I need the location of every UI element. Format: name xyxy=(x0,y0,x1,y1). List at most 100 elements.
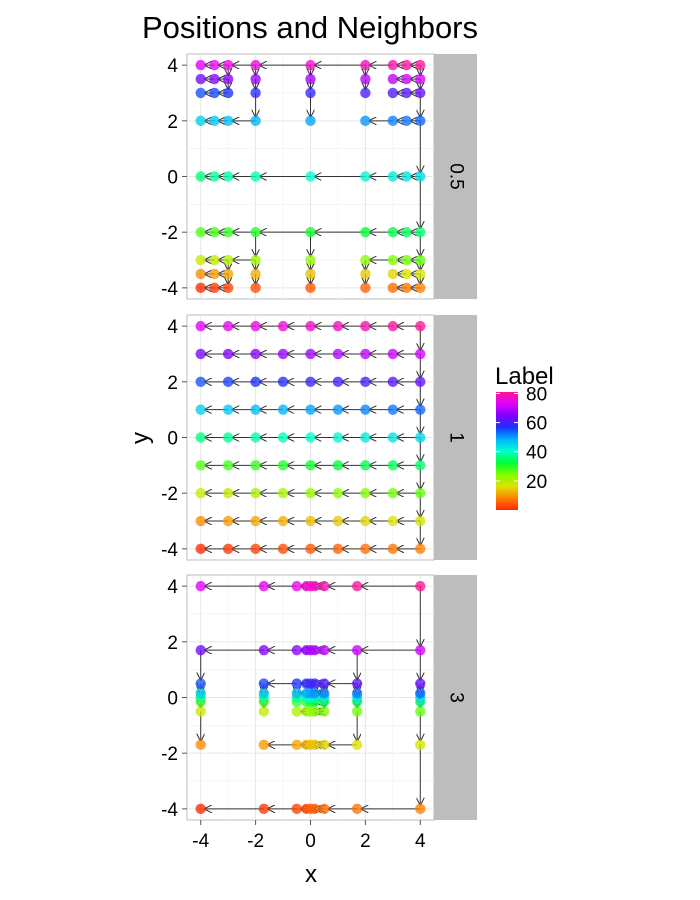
data-point xyxy=(291,739,302,751)
data-point xyxy=(195,73,206,85)
data-point xyxy=(401,171,412,182)
data-point xyxy=(209,282,220,294)
data-point xyxy=(222,376,234,388)
chart-title: Positions and Neighbors xyxy=(142,10,478,45)
data-point xyxy=(360,226,371,238)
data-point xyxy=(195,348,206,360)
y-tick-label: 2 xyxy=(167,112,178,133)
data-point xyxy=(415,678,426,689)
data-point xyxy=(309,644,320,656)
data-point xyxy=(387,543,399,555)
data-point xyxy=(222,432,234,443)
data-point xyxy=(195,706,206,717)
y-tick-label: 4 xyxy=(167,317,178,338)
data-point xyxy=(305,226,316,238)
data-point xyxy=(360,487,371,499)
data-point xyxy=(305,376,316,388)
data-point xyxy=(291,688,302,699)
facet-panel: 1 -4 -2 0 2 4 xyxy=(161,314,477,561)
data-point xyxy=(360,404,371,415)
data-point xyxy=(250,87,261,99)
data-point xyxy=(305,268,316,280)
data-point xyxy=(387,404,399,415)
data-point xyxy=(351,644,363,656)
data-point xyxy=(250,282,261,294)
data-point xyxy=(351,706,363,717)
data-point xyxy=(387,376,399,388)
y-tick-label: -4 xyxy=(161,279,178,300)
data-point xyxy=(415,404,426,415)
data-point xyxy=(309,803,320,815)
data-point xyxy=(222,320,234,332)
legend-title: Label xyxy=(495,363,554,390)
data-point xyxy=(415,171,426,182)
data-point xyxy=(415,739,426,751)
facet-strip xyxy=(434,315,477,560)
data-point xyxy=(305,487,316,499)
data-point xyxy=(195,282,206,294)
facet-strip xyxy=(434,54,477,299)
data-point xyxy=(195,171,206,182)
data-point xyxy=(195,739,206,751)
data-point xyxy=(195,580,206,592)
data-point xyxy=(332,320,344,332)
data-point xyxy=(222,171,234,182)
data-point xyxy=(258,580,270,592)
legend-tick-label: 40 xyxy=(526,443,547,464)
data-point xyxy=(222,87,234,99)
data-point xyxy=(209,268,220,280)
data-point xyxy=(250,348,261,360)
data-point xyxy=(222,59,234,71)
data-point xyxy=(277,432,289,443)
data-point xyxy=(222,404,234,415)
x-axis-label: x xyxy=(305,861,317,888)
data-point xyxy=(387,226,399,238)
data-point xyxy=(387,254,399,266)
data-point xyxy=(195,515,206,527)
data-point xyxy=(332,543,344,555)
data-point xyxy=(222,282,234,294)
data-point xyxy=(305,59,316,71)
data-point xyxy=(305,254,316,266)
data-point xyxy=(305,460,316,471)
data-point xyxy=(250,73,261,85)
data-point xyxy=(360,282,371,294)
data-point xyxy=(277,487,289,499)
data-point xyxy=(401,73,412,85)
data-point xyxy=(258,739,270,751)
data-point xyxy=(387,432,399,443)
y-tick-label: 4 xyxy=(167,56,178,77)
data-point xyxy=(332,487,344,499)
data-point xyxy=(258,688,270,699)
data-point xyxy=(222,226,234,238)
data-point xyxy=(360,432,371,443)
legend: Label 80 60 40 20 xyxy=(495,363,554,510)
data-point xyxy=(332,404,344,415)
data-point xyxy=(415,282,426,294)
data-point xyxy=(305,73,316,85)
data-point xyxy=(415,254,426,266)
data-point xyxy=(305,404,316,415)
data-point xyxy=(209,171,220,182)
data-point xyxy=(360,87,371,99)
data-point xyxy=(415,515,426,527)
data-point xyxy=(305,282,316,294)
data-point xyxy=(305,432,316,443)
data-point xyxy=(332,515,344,527)
data-point xyxy=(195,688,206,699)
data-point xyxy=(360,254,371,266)
data-point xyxy=(387,171,399,182)
facet-panels: 0.5 -4 -2 0 2 4 1 -4 -2 0 2 4 3 -4 -2 0 2 4 -4 -2 0 2 4 xyxy=(161,53,477,852)
y-tick-label: 0 xyxy=(167,689,178,710)
data-point xyxy=(291,678,302,689)
data-point xyxy=(195,226,206,238)
data-point xyxy=(222,115,234,127)
y-tick-label: -2 xyxy=(161,744,178,765)
data-point xyxy=(319,678,330,689)
data-point xyxy=(277,460,289,471)
data-point xyxy=(415,87,426,99)
legend-tick-label: 80 xyxy=(526,384,547,405)
data-point xyxy=(415,376,426,388)
data-point xyxy=(415,320,426,332)
